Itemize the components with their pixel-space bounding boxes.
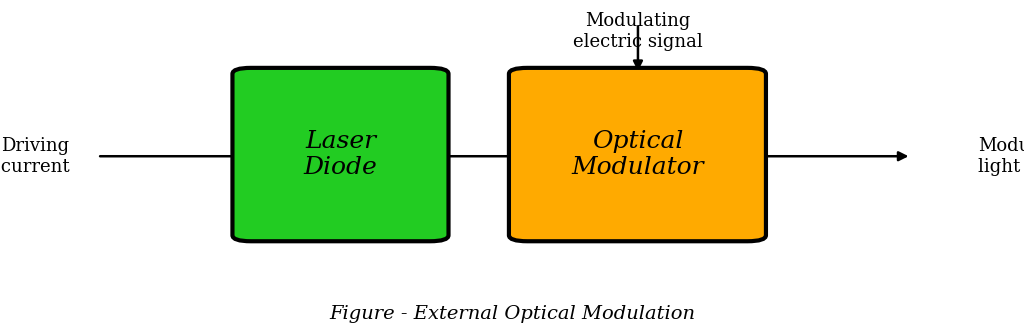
- FancyBboxPatch shape: [232, 68, 449, 241]
- FancyBboxPatch shape: [509, 68, 766, 241]
- Text: Driving
electric current: Driving electric current: [0, 137, 70, 176]
- Text: Figure - External Optical Modulation: Figure - External Optical Modulation: [329, 304, 695, 323]
- Text: Optical
Modulator: Optical Modulator: [571, 130, 703, 179]
- Text: Modulating
electric signal: Modulating electric signal: [573, 12, 702, 50]
- Text: Laser
Diode: Laser Diode: [303, 130, 378, 179]
- Text: Modulated
light output: Modulated light output: [978, 137, 1024, 176]
